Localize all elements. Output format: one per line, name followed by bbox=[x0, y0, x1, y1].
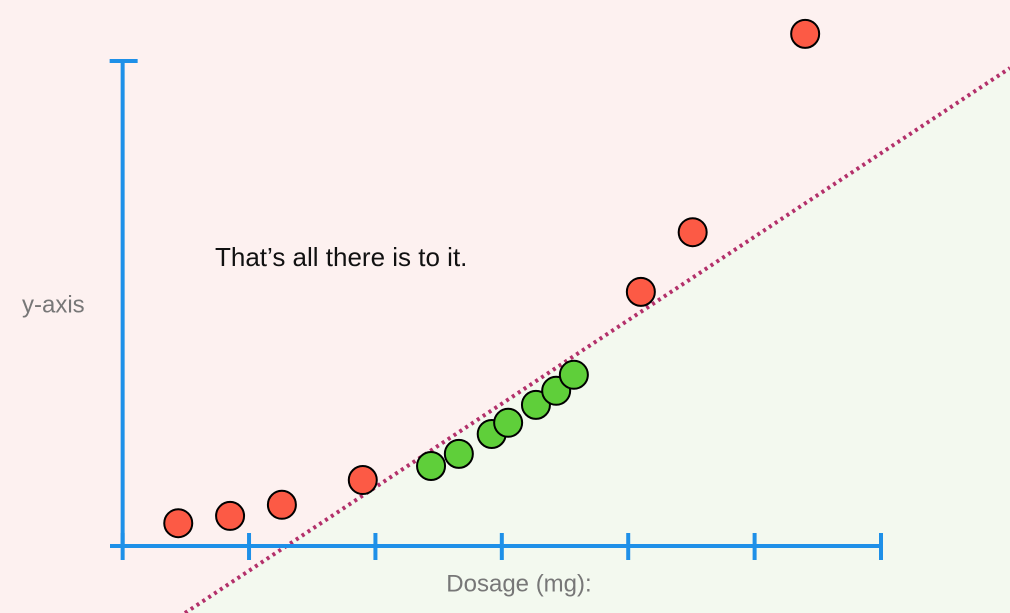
point bbox=[266, 489, 297, 520]
point bbox=[163, 508, 194, 539]
annotation: That’s all there is to it. bbox=[215, 242, 467, 272]
point bbox=[215, 500, 246, 531]
point bbox=[416, 450, 447, 481]
point bbox=[790, 18, 821, 49]
point bbox=[493, 407, 524, 438]
y-axis-label: y-axis bbox=[22, 291, 85, 318]
point bbox=[625, 276, 656, 307]
point bbox=[677, 217, 708, 248]
point bbox=[443, 438, 474, 469]
point bbox=[558, 359, 589, 390]
x-axis-label: Dosage (mg): bbox=[446, 570, 591, 597]
point bbox=[347, 465, 378, 496]
